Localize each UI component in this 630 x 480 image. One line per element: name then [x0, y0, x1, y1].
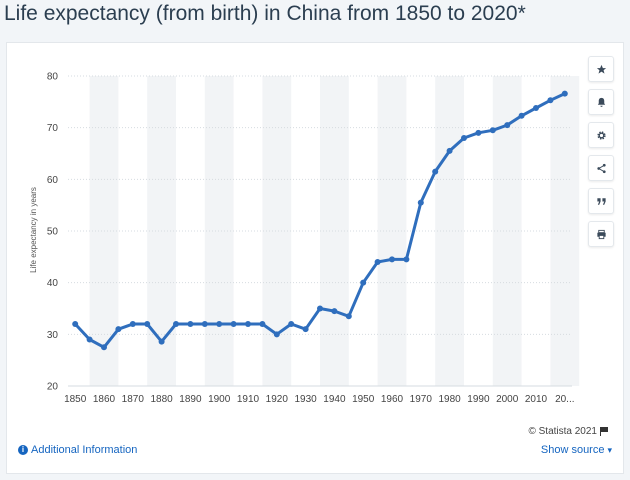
data-point: [115, 326, 122, 333]
x-tick-label: 1880: [150, 394, 173, 405]
data-point: [245, 321, 251, 327]
data-point: [144, 321, 151, 327]
x-tick-label: 1950: [352, 394, 375, 405]
data-point: [317, 305, 323, 312]
cite-button[interactable]: [588, 188, 614, 214]
settings-button[interactable]: [588, 122, 614, 148]
x-tick-label: 1870: [122, 394, 145, 405]
chart-toolbar: [588, 56, 614, 254]
data-point: [461, 135, 467, 141]
bell-icon: [597, 97, 605, 107]
data-point: [345, 313, 352, 320]
x-tick-label: 1890: [179, 394, 202, 405]
data-point: [187, 321, 194, 327]
data-point: [331, 308, 338, 315]
page-title: Life expectancy (from birth) in China fr…: [4, 2, 526, 25]
print-button[interactable]: [588, 221, 614, 247]
data-point: [360, 279, 367, 286]
notification-button[interactable]: [588, 89, 614, 115]
data-point: [86, 336, 93, 343]
y-tick-label: 40: [47, 278, 59, 289]
flag-icon[interactable]: [600, 427, 608, 436]
data-point: [273, 331, 280, 338]
data-point: [374, 259, 381, 265]
chevron-down-icon: ▾: [607, 444, 612, 455]
quote-icon: [596, 197, 606, 205]
favorite-button[interactable]: [588, 56, 614, 82]
data-point: [173, 321, 179, 327]
y-tick-label: 70: [47, 123, 59, 134]
share-icon: [596, 163, 606, 173]
y-axis-label: Life expectancy in years: [29, 187, 38, 273]
data-point: [547, 97, 554, 104]
copyright-notice: © Statista 2021: [528, 426, 608, 437]
x-tick-label: 1940: [323, 394, 346, 405]
data-point: [533, 105, 539, 112]
data-point: [201, 321, 208, 327]
show-source-link[interactable]: Show source ▾: [541, 444, 612, 456]
y-tick-label: 20: [47, 382, 59, 393]
data-point: [302, 326, 309, 333]
x-tick-label: 1860: [93, 394, 116, 405]
data-point: [504, 122, 511, 129]
data-point: [475, 129, 482, 136]
data-point: [417, 199, 424, 206]
data-point: [101, 344, 107, 351]
data-point: [518, 112, 525, 119]
data-point: [446, 147, 453, 154]
share-button[interactable]: [588, 155, 614, 181]
x-tick-label: 20...: [555, 394, 574, 405]
data-point: [259, 321, 266, 327]
x-tick-label: 2000: [496, 394, 519, 405]
x-tick-label: 2010: [525, 394, 548, 405]
y-tick-label: 80: [47, 72, 59, 83]
data-point: [216, 321, 223, 327]
grid-band: [550, 76, 580, 386]
data-point: [561, 90, 568, 97]
x-tick-label: 1920: [266, 394, 289, 405]
x-tick-label: 1850: [64, 394, 87, 405]
x-tick-label: 1900: [208, 394, 231, 405]
y-tick-label: 50: [47, 227, 59, 238]
print-icon: [596, 229, 606, 239]
x-tick-label: 1910: [237, 394, 260, 405]
data-point: [288, 321, 295, 327]
data-point: [389, 256, 395, 263]
x-tick-label: 1980: [438, 394, 461, 405]
gear-icon: [596, 130, 606, 140]
additional-info-link[interactable]: i Additional Information: [18, 444, 137, 456]
y-tick-label: 30: [47, 330, 59, 341]
x-tick-label: 1970: [410, 394, 433, 405]
data-point: [432, 168, 439, 175]
data-point: [230, 321, 237, 327]
copyright-text: © Statista 2021: [528, 426, 597, 437]
data-point: [158, 338, 165, 345]
x-tick-label: 1960: [381, 394, 404, 405]
x-tick-label: 1930: [294, 394, 317, 405]
y-tick-label: 60: [47, 175, 59, 186]
data-point: [489, 127, 496, 134]
info-icon: i: [18, 445, 28, 455]
x-tick-label: 1990: [467, 394, 490, 405]
additional-info-label: Additional Information: [31, 444, 138, 456]
data-point: [403, 256, 410, 263]
data-point: [72, 321, 79, 327]
data-point: [129, 321, 136, 327]
show-source-label: Show source: [540, 444, 605, 456]
star-icon: [596, 64, 606, 74]
